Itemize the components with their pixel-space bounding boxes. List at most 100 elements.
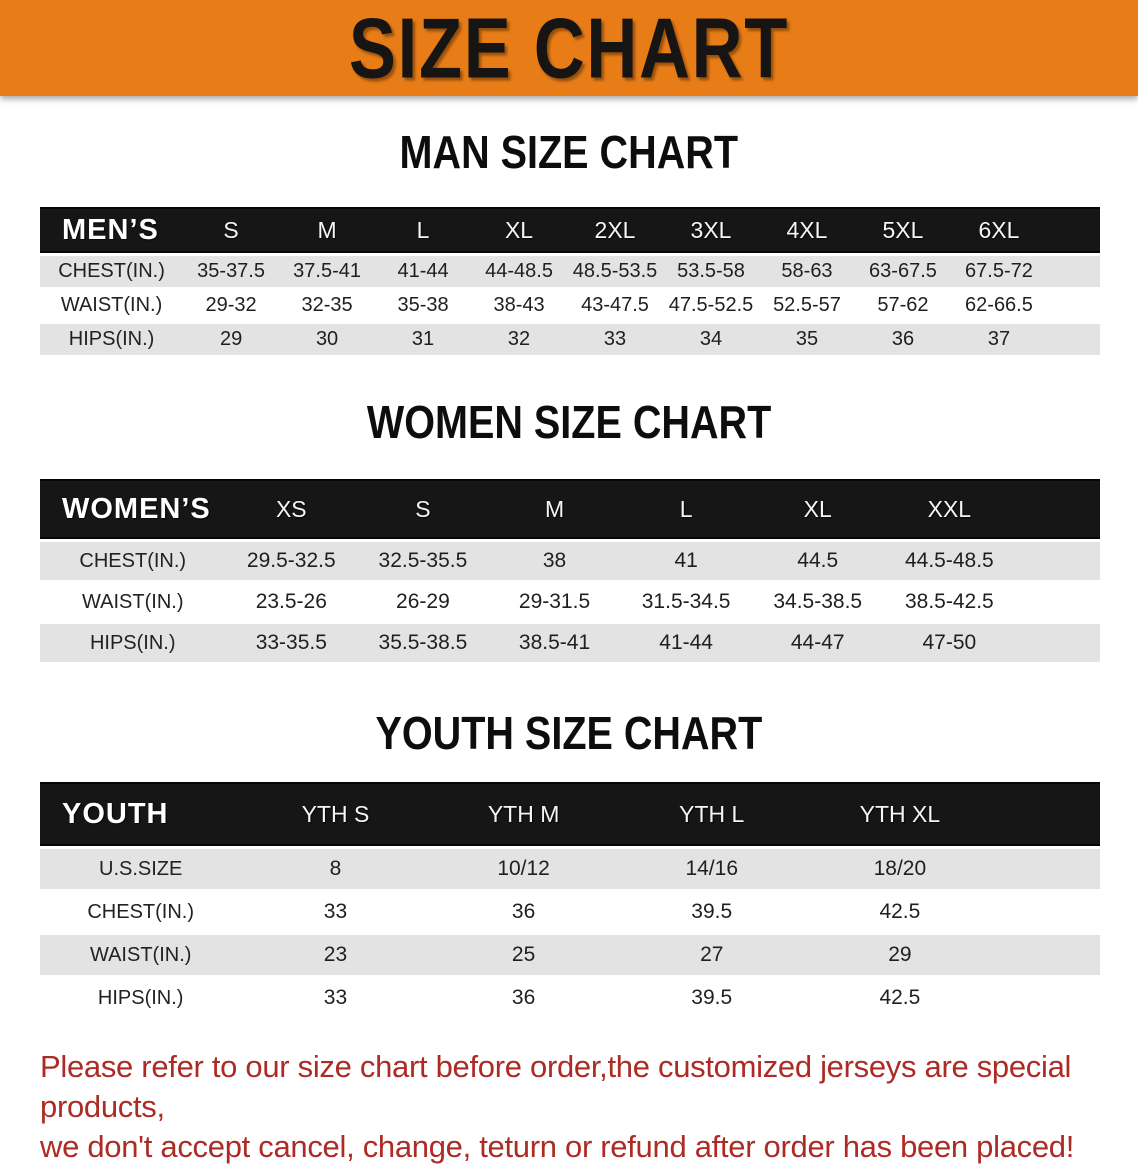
men-cell-2-7: 36	[854, 324, 951, 355]
women-row-label-2: HIPS(IN.)	[40, 624, 226, 662]
youth-size-header-1: YTH M	[429, 782, 618, 846]
men-cell-2-4: 33	[567, 324, 664, 355]
youth-cell-1-2: 39.5	[617, 892, 806, 932]
men-cell-0-4: 48.5-53.5	[567, 256, 664, 287]
women-size-header-2: M	[488, 479, 621, 539]
men-cell-0-2: 41-44	[375, 256, 472, 287]
youth-header-filler	[993, 782, 1100, 846]
women-cell-2-0: 33-35.5	[225, 624, 358, 662]
men-row-label-1: WAIST(IN.)	[40, 290, 184, 321]
men-cell-0-0: 35-37.5	[183, 256, 280, 287]
men-header-filler	[1046, 207, 1100, 253]
men-row-label-2: HIPS(IN.)	[40, 324, 184, 355]
women-size-header-1: S	[357, 479, 489, 539]
men-size-header-4: 2XL	[567, 207, 664, 253]
youth-cell-3-2: 39.5	[617, 978, 806, 1018]
women-cell-1-5: 38.5-42.5	[883, 583, 1016, 621]
men-cell-1-8: 62-66.5	[950, 290, 1047, 321]
men-cell-1-5: 47.5-52.5	[663, 290, 759, 321]
men-size-header-7: 5XL	[854, 207, 951, 253]
men-cell-2-6: 35	[759, 324, 855, 355]
women-size-header-3: L	[620, 479, 752, 539]
women-row-1: WAIST(IN.) 23.5-26 26-29 29-31.5 31.5-34.5 34…	[40, 583, 1100, 621]
men-cell-0-7: 63-67.5	[854, 256, 951, 287]
women-section: WOMEN SIZE CHART WOMEN’S XS S M L XL XXL CHEST(…	[0, 396, 1138, 665]
men-section-heading: MAN SIZE CHART	[0, 126, 1138, 178]
women-table-label: WOMEN’S	[40, 479, 226, 539]
disclaimer-line-2: we don't accept cancel, change, teturn o…	[40, 1129, 1075, 1164]
women-cell-2-2: 38.5-41	[488, 624, 621, 662]
women-row-0: CHEST(IN.) 29.5-32.5 32.5-35.5 38 41 44.5 44.5…	[40, 542, 1100, 580]
men-cell-0-8: 67.5-72	[950, 256, 1047, 287]
men-cell-1-2: 35-38	[375, 290, 472, 321]
youth-row-label-2: WAIST(IN.)	[40, 935, 242, 975]
men-cell-2-8: 37	[950, 324, 1047, 355]
youth-row-filler-1	[993, 892, 1100, 932]
men-row-filler-1	[1046, 290, 1100, 321]
women-header-row: WOMEN’S XS S M L XL XXL	[40, 479, 1100, 539]
banner: SIZE CHART	[0, 0, 1138, 96]
men-row-label-0: CHEST(IN.)	[40, 256, 184, 287]
youth-size-header-0: YTH S	[241, 782, 430, 846]
youth-row-filler-2	[993, 935, 1100, 975]
women-cell-1-3: 31.5-34.5	[620, 583, 752, 621]
women-cell-0-3: 41	[620, 542, 752, 580]
youth-cell-3-0: 33	[241, 978, 430, 1018]
women-size-header-5: XXL	[883, 479, 1016, 539]
youth-header-row: YOUTH YTH S YTH M YTH L YTH XL	[40, 782, 1100, 846]
youth-cell-3-3: 42.5	[805, 978, 994, 1018]
men-cell-0-6: 58-63	[759, 256, 855, 287]
youth-row-2: WAIST(IN.) 23 25 27 29	[40, 935, 1100, 975]
youth-section-heading-text: YOUTH SIZE CHART	[375, 707, 763, 759]
youth-cell-2-3: 29	[805, 935, 994, 975]
women-row-label-1: WAIST(IN.)	[40, 583, 226, 621]
men-row-filler-2	[1046, 324, 1100, 355]
men-size-header-8: 6XL	[950, 207, 1047, 253]
women-cell-1-0: 23.5-26	[225, 583, 358, 621]
men-cell-2-5: 34	[663, 324, 759, 355]
disclaimer: Please refer to our size chart before or…	[40, 1047, 1138, 1167]
women-size-table: WOMEN’S XS S M L XL XXL CHEST(IN.) 29.5-32.5 32.5…	[40, 476, 1100, 665]
men-cell-2-3: 32	[471, 324, 568, 355]
youth-row-3: HIPS(IN.) 33 36 39.5 42.5	[40, 978, 1100, 1018]
women-row-filler-1	[1015, 583, 1100, 621]
women-size-header-0: XS	[225, 479, 358, 539]
women-row-label-0: CHEST(IN.)	[40, 542, 226, 580]
men-table-label: MEN’S	[40, 207, 184, 253]
women-cell-1-4: 34.5-38.5	[751, 583, 884, 621]
men-cell-0-1: 37.5-41	[279, 256, 376, 287]
women-cell-0-2: 38	[488, 542, 621, 580]
youth-cell-1-1: 36	[429, 892, 618, 932]
youth-row-label-1: CHEST(IN.)	[40, 892, 242, 932]
men-cell-1-1: 32-35	[279, 290, 376, 321]
men-size-header-1: M	[279, 207, 376, 253]
women-row-2: HIPS(IN.) 33-35.5 35.5-38.5 38.5-41 41-44 44-…	[40, 624, 1100, 662]
men-row-2: HIPS(IN.) 29 30 31 32 33 34 35 36 37	[40, 324, 1100, 355]
youth-cell-0-1: 10/12	[429, 849, 618, 889]
youth-size-table: YOUTH YTH S YTH M YTH L YTH XL U.S.SIZE 8 10/12…	[40, 779, 1100, 1021]
women-cell-0-0: 29.5-32.5	[225, 542, 358, 580]
youth-cell-0-0: 8	[241, 849, 430, 889]
men-cell-0-3: 44-48.5	[471, 256, 568, 287]
men-cell-1-6: 52.5-57	[759, 290, 855, 321]
disclaimer-line-1: Please refer to our size chart before or…	[40, 1049, 1072, 1124]
women-cell-0-1: 32.5-35.5	[357, 542, 489, 580]
men-size-header-5: 3XL	[663, 207, 759, 253]
men-cell-0-5: 53.5-58	[663, 256, 759, 287]
men-cell-1-7: 57-62	[854, 290, 951, 321]
youth-cell-0-3: 18/20	[805, 849, 994, 889]
youth-row-label-3: HIPS(IN.)	[40, 978, 242, 1018]
men-row-filler-0	[1046, 256, 1100, 287]
youth-cell-2-2: 27	[617, 935, 806, 975]
youth-size-header-2: YTH L	[617, 782, 806, 846]
men-row-0: CHEST(IN.) 35-37.5 37.5-41 41-44 44-48.5 48.5…	[40, 256, 1100, 287]
men-size-table: MEN’S S M L XL 2XL 3XL 4XL 5XL 6XL CHEST(IN.) 35-37…	[40, 204, 1100, 358]
men-section-heading-text: MAN SIZE CHART	[399, 126, 739, 178]
men-header-row: MEN’S S M L XL 2XL 3XL 4XL 5XL 6XL	[40, 207, 1100, 253]
men-cell-2-0: 29	[183, 324, 280, 355]
men-size-header-3: XL	[471, 207, 568, 253]
men-section: MAN SIZE CHART MEN’S S M L XL 2XL 3XL 4XL 5XL 6XL…	[0, 126, 1138, 358]
men-cell-2-2: 31	[375, 324, 472, 355]
youth-row-filler-3	[993, 978, 1100, 1018]
youth-size-header-3: YTH XL	[805, 782, 994, 846]
